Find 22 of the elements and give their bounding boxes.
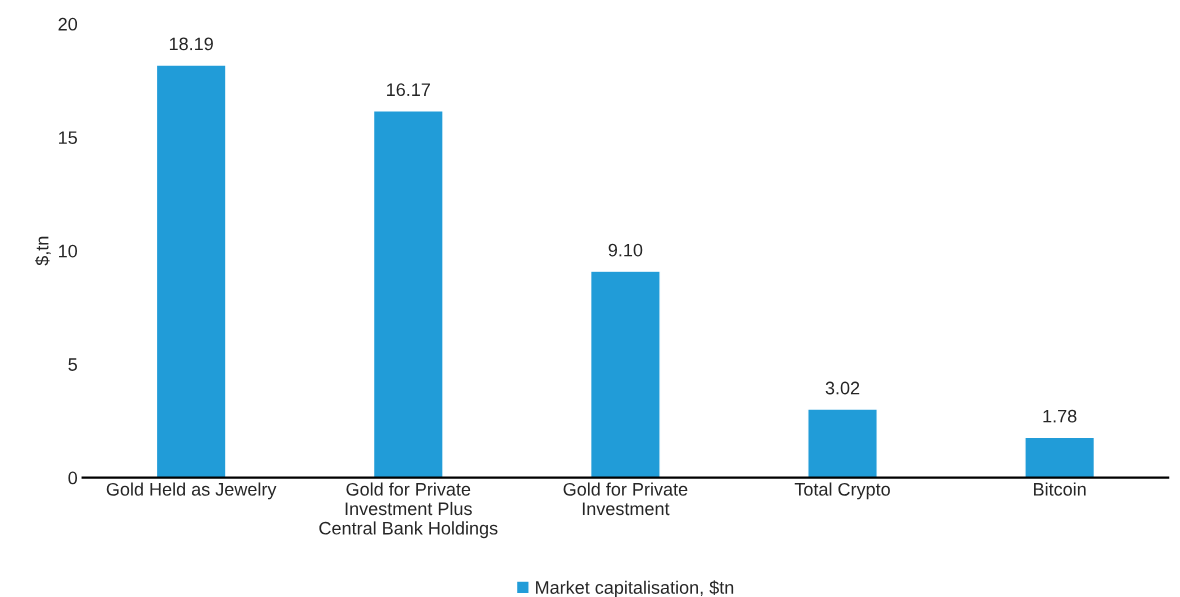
y-axis-title: $,tn	[34, 236, 51, 266]
x-tick-label: Gold for Private Investment	[563, 482, 688, 516]
text: 1.78	[1043, 409, 1077, 423]
legend-label: Market capitalisation, $tn	[536, 580, 734, 597]
text: 9.10	[608, 243, 643, 257]
y-tick-label: 10	[59, 244, 78, 258]
x-tick-label: Gold Held as Jewelry	[106, 482, 277, 500]
text: 16.17	[387, 83, 430, 97]
text: 18.19	[169, 37, 213, 51]
y-tick-label: 0	[68, 471, 78, 485]
text: 3.02	[825, 381, 860, 395]
bar	[372, 110, 444, 478]
x-tick-label: Total Crypto	[794, 482, 890, 500]
bar	[807, 408, 878, 478]
y-tick-label: 20	[58, 17, 78, 31]
x-tick-label: Gold for Private Investment Plus Central Bank Holdings	[319, 482, 498, 539]
bar	[589, 270, 661, 478]
x-tick-label: Bitcoin	[1034, 482, 1086, 496]
y-tick-label: 15	[59, 131, 77, 145]
y-tick-label: 5	[68, 358, 77, 371]
bar	[1024, 436, 1096, 478]
bar	[155, 64, 227, 478]
